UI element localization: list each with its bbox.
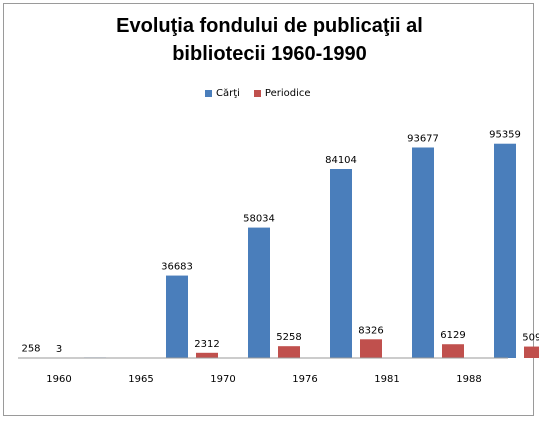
x-tick-label-1965: 1965	[128, 374, 153, 385]
bar-carti-1981	[412, 147, 434, 358]
bar-carti-1988	[494, 143, 516, 358]
legend-label-carti: Cărţi	[216, 87, 240, 99]
x-tick-label-1960: 1960	[46, 374, 71, 385]
bar-carti-1970	[248, 227, 270, 358]
x-tick-layer: 1960 1965 1970 1976 1981 1988	[46, 374, 481, 385]
chart-title-line-1: Evoluţia fondului de publicaţii al	[116, 15, 423, 37]
bar-periodice-1970	[278, 346, 300, 358]
chart-title: Evoluţia fondului de publicaţii al bibli…	[0, 12, 539, 68]
legend-label-periodice: Periodice	[264, 87, 311, 99]
bar-periodice-1988	[524, 346, 539, 358]
data-label-carti-1960: 258	[21, 343, 40, 354]
legend-item-periodice: Periodice	[253, 87, 311, 99]
legend-item-carti: Cărţi	[205, 88, 240, 99]
bar-periodice-1976	[360, 339, 382, 358]
x-tick-label-1981: 1981	[374, 374, 399, 385]
data-label-carti-1981: 93677	[407, 133, 439, 144]
legend-swatch-periodice	[253, 89, 261, 97]
data-label-periodice-1960: 3	[56, 344, 62, 355]
x-tick-label-1970: 1970	[210, 374, 235, 385]
bar-carti-1965	[166, 275, 188, 358]
data-label-periodice-1970: 5258	[276, 332, 301, 343]
bar-periodice-1965	[196, 352, 218, 358]
chart-title-line-2: bibliotecii 1960-1990	[172, 43, 367, 65]
data-label-periodice-1988: 5090	[522, 333, 539, 344]
data-label-periodice-1965: 2312	[194, 339, 219, 350]
x-tick-label-1988: 1988	[456, 374, 481, 385]
data-label-periodice-1976: 8326	[358, 325, 383, 336]
bar-layer	[84, 143, 539, 358]
data-label-periodice-1981: 6129	[440, 330, 465, 341]
x-tick-label-1976: 1976	[292, 374, 317, 385]
chart-legend: Cărţi Periodice	[205, 86, 325, 100]
bar-periodice-1981	[442, 344, 464, 358]
bar-carti-1976	[330, 169, 352, 358]
data-label-carti-1976: 84104	[325, 155, 357, 166]
label-layer: 258 3 36683 2312 58034 5258 84104 8326 93677 6129…	[21, 130, 539, 355]
data-label-carti-1970: 58034	[243, 214, 275, 225]
data-label-carti-1988: 95359	[489, 130, 521, 141]
legend-swatch-carti	[205, 89, 212, 97]
data-label-carti-1965: 36683	[161, 262, 193, 273]
